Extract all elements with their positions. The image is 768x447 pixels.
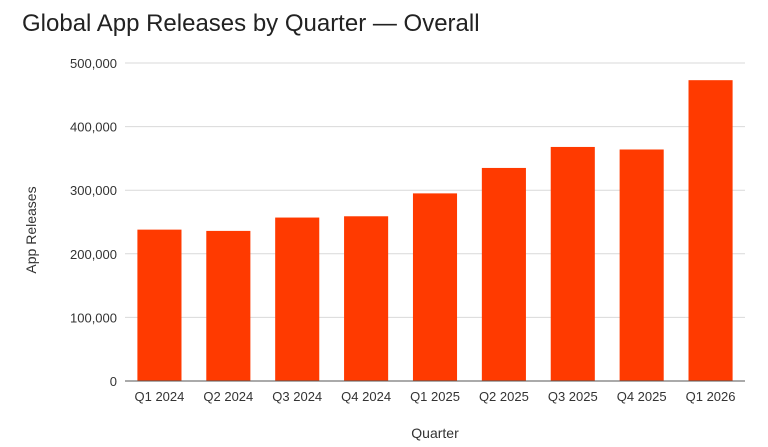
x-tick-label: Q4 2025 <box>617 389 667 404</box>
bar-q1-2025 <box>412 193 458 381</box>
x-tick-label: Q3 2024 <box>272 389 322 404</box>
y-tick-label: 100,000 <box>70 310 117 325</box>
y-tick-labels: 0 100,000 200,000 300,000 400,000 500,000 <box>70 56 117 389</box>
bar-q1-2026 <box>688 80 733 381</box>
x-tick-label: Q3 2025 <box>548 389 598 404</box>
x-tick-label: Q1 2026 <box>686 389 736 404</box>
y-tick-label: 400,000 <box>70 120 117 135</box>
y-tick-label: 300,000 <box>70 183 117 198</box>
x-tick-label: Q2 2024 <box>203 389 253 404</box>
y-tick-label: 200,000 <box>70 247 117 262</box>
x-tick-label: Q2 2025 <box>479 389 529 404</box>
x-tick-label: Q4 2024 <box>341 389 391 404</box>
y-axis-title: App Releases <box>23 186 39 273</box>
x-tick-label: Q1 2024 <box>135 389 185 404</box>
bar-q4-2025 <box>619 149 664 381</box>
bar-q4-2024 <box>344 216 389 381</box>
bar-q3-2024 <box>275 217 320 381</box>
bar-q2-2025 <box>481 167 526 381</box>
y-tick-label: 0 <box>110 374 117 389</box>
chart-title: Global App Releases by Quarter — Overall <box>22 10 480 37</box>
x-tick-label: Q1 2025 <box>410 389 460 404</box>
bar-q1-2024 <box>137 229 182 381</box>
x-tick-labels: Q1 2024 Q2 2024 Q3 2024 Q4 2024 Q1 2025 Q2 20… <box>135 389 736 404</box>
y-tick-label: 500,000 <box>70 56 117 71</box>
bar-q3-2025 <box>550 146 595 381</box>
x-axis-title: Quarter <box>411 425 459 441</box>
bar-q2-2024 <box>206 230 251 381</box>
bars <box>137 80 733 381</box>
